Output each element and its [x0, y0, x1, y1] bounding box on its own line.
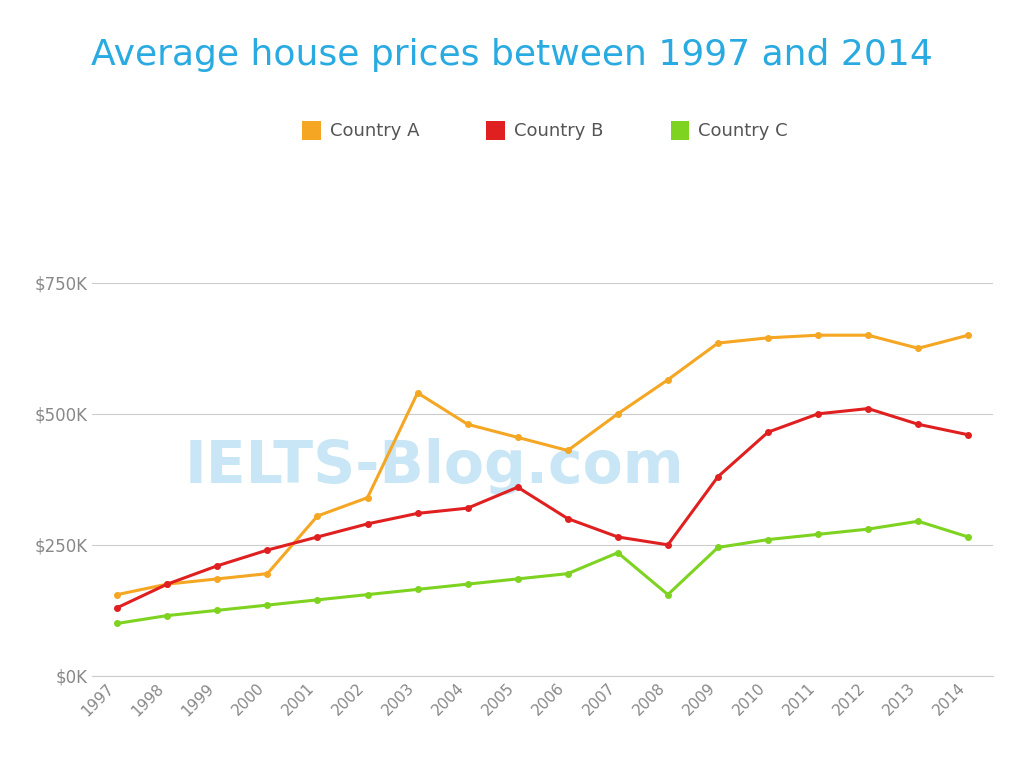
- Country C: [361, 590, 374, 599]
- Country A: [161, 580, 173, 589]
- Text: Country A: Country A: [330, 121, 419, 140]
- Country C: [161, 611, 173, 621]
- Country A: [862, 330, 874, 339]
- Country B: [512, 482, 524, 492]
- Country C: [261, 601, 273, 610]
- Country C: [963, 532, 975, 541]
- Country C: [812, 530, 824, 539]
- Country A: [712, 339, 724, 348]
- Country C: [662, 590, 674, 599]
- Country C: [712, 543, 724, 552]
- Text: Country C: Country C: [698, 121, 788, 140]
- Line: Country C: Country C: [115, 518, 971, 626]
- Country A: [812, 330, 824, 339]
- Country B: [912, 419, 925, 429]
- Country B: [762, 428, 774, 437]
- Country C: [512, 574, 524, 584]
- Line: Country A: Country A: [115, 333, 971, 598]
- Country A: [211, 574, 223, 584]
- Country C: [611, 548, 624, 558]
- Country A: [762, 333, 774, 343]
- Line: Country B: Country B: [115, 406, 971, 611]
- Country C: [412, 584, 424, 594]
- Country B: [311, 532, 324, 541]
- Country B: [361, 519, 374, 528]
- Country A: [512, 433, 524, 442]
- Country C: [862, 525, 874, 534]
- Country B: [561, 514, 573, 523]
- Text: Average house prices between 1997 and 2014: Average house prices between 1997 and 20…: [91, 38, 933, 72]
- Country B: [862, 404, 874, 413]
- Country C: [762, 535, 774, 545]
- Country C: [111, 619, 123, 628]
- Country A: [361, 493, 374, 502]
- Country B: [611, 532, 624, 541]
- Country B: [211, 561, 223, 571]
- Country C: [211, 606, 223, 615]
- Country B: [462, 504, 474, 513]
- Country B: [261, 545, 273, 554]
- Country A: [311, 511, 324, 521]
- Text: Country B: Country B: [514, 121, 603, 140]
- Country A: [561, 446, 573, 455]
- Country A: [912, 344, 925, 353]
- Text: IELTS-Blog.com: IELTS-Blog.com: [184, 438, 684, 495]
- Country C: [462, 580, 474, 589]
- Country B: [812, 409, 824, 419]
- Country C: [561, 569, 573, 578]
- Country B: [412, 508, 424, 518]
- Country A: [662, 375, 674, 384]
- Country A: [261, 569, 273, 578]
- Country A: [963, 330, 975, 339]
- Country B: [111, 603, 123, 612]
- Country A: [412, 389, 424, 398]
- Country B: [712, 472, 724, 482]
- Country A: [462, 419, 474, 429]
- Country C: [912, 517, 925, 526]
- Country C: [311, 595, 324, 604]
- Country A: [111, 590, 123, 599]
- Country B: [963, 430, 975, 439]
- Country B: [662, 540, 674, 549]
- Country B: [161, 580, 173, 589]
- Country A: [611, 409, 624, 419]
